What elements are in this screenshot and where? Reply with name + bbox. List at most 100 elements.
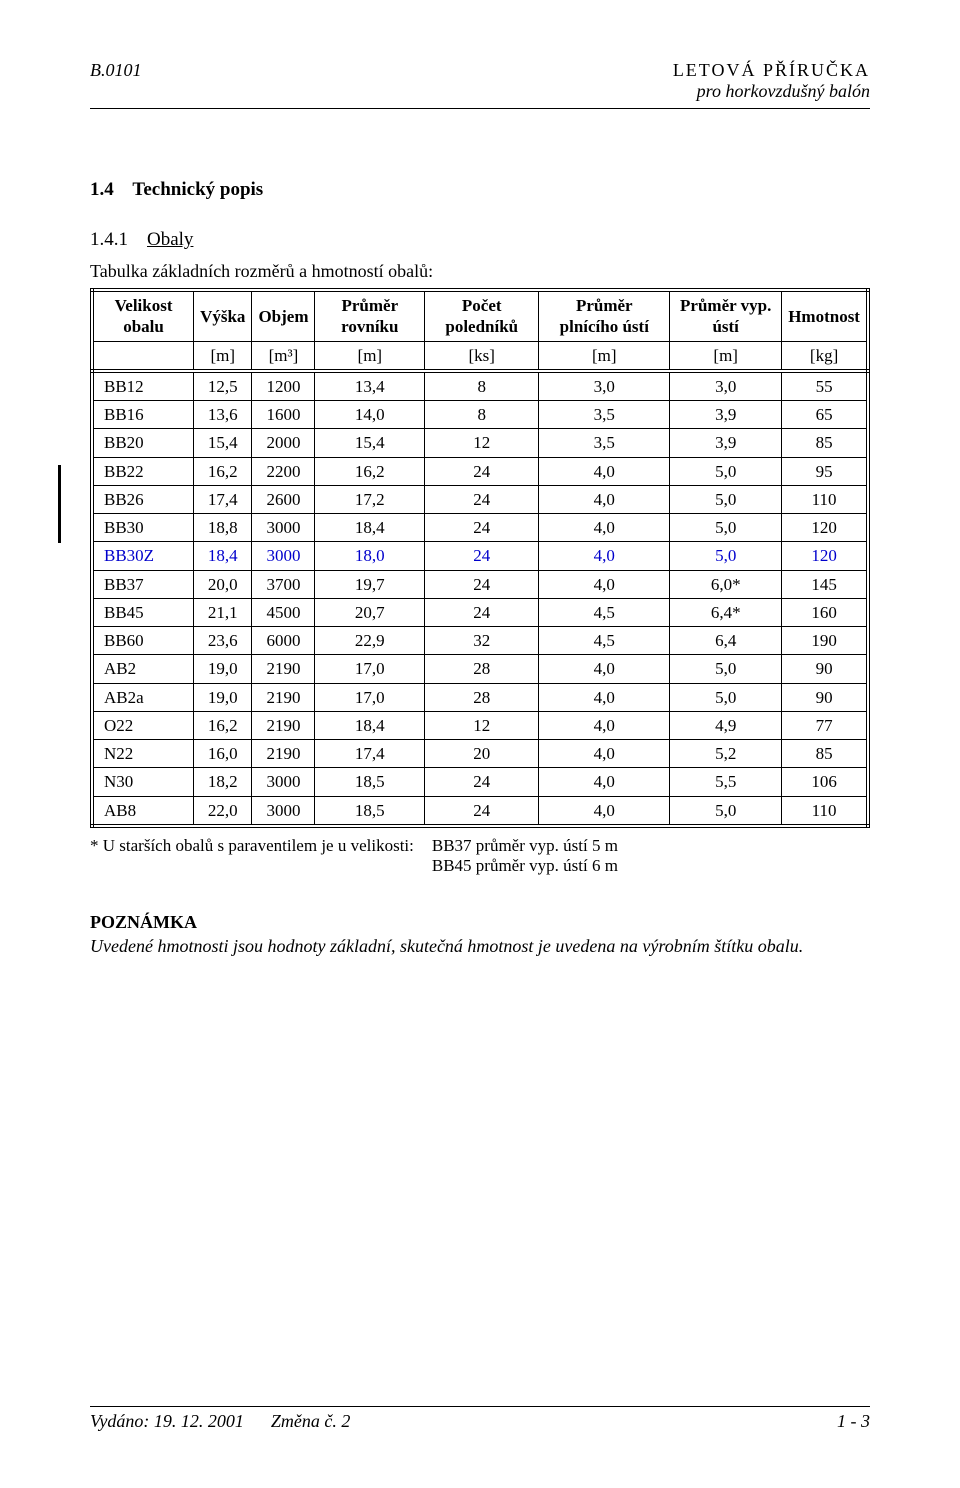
- table-cell: 8: [425, 401, 539, 429]
- footer-issued: Vydáno: 19. 12. 2001: [90, 1411, 244, 1431]
- table-cell: 19,0: [194, 683, 252, 711]
- table-cell: 5,0: [670, 457, 782, 485]
- table-cell: 4,0: [539, 655, 670, 683]
- table-cell: 5,5: [670, 768, 782, 796]
- table-cell: 20: [425, 740, 539, 768]
- table-cell: 17,0: [315, 683, 425, 711]
- table-cell: 1200: [252, 371, 315, 401]
- table-footnote: * U starších obalů s paraventilem je u v…: [90, 836, 870, 876]
- column-header: Výška: [194, 290, 252, 341]
- table-cell-model: O22: [92, 711, 194, 739]
- footnote-lead: * U starších obalů s paraventilem je u v…: [90, 836, 414, 876]
- table-cell: 1600: [252, 401, 315, 429]
- table-row: BB2617,4260017,2244,05,0110: [92, 485, 868, 513]
- table-cell: 190: [782, 627, 868, 655]
- table-cell: 18,2: [194, 768, 252, 796]
- table-cell: 12: [425, 429, 539, 457]
- table-cell: 17,2: [315, 485, 425, 513]
- section-title-text: Technický popis: [132, 179, 263, 200]
- column-header: Průměr vyp. ústí: [670, 290, 782, 341]
- table-cell: 20,0: [194, 570, 252, 598]
- footer-page-number: 1 - 3: [837, 1411, 870, 1432]
- table-row: BB2015,4200015,4123,53,985: [92, 429, 868, 457]
- table-cell: 15,4: [315, 429, 425, 457]
- table-cell: 12: [425, 711, 539, 739]
- table-row: BB30Z18,4300018,0244,05,0120: [92, 542, 868, 570]
- table-cell: 16,2: [315, 457, 425, 485]
- table-cell: 4,0: [539, 457, 670, 485]
- table-cell: 32: [425, 627, 539, 655]
- table-cell-model: BB45: [92, 598, 194, 626]
- table-cell: 95: [782, 457, 868, 485]
- table-cell: 20,7: [315, 598, 425, 626]
- table-cell-model: BB60: [92, 627, 194, 655]
- table-cell: 3,0: [539, 371, 670, 401]
- table-row: AB219,0219017,0284,05,090: [92, 655, 868, 683]
- table-cell: 6,4*: [670, 598, 782, 626]
- table-row: N3018,2300018,5244,05,5106: [92, 768, 868, 796]
- document-page: B.0101 LETOVÁ PŘÍRUČKA pro horkovzdušný …: [0, 0, 960, 1488]
- table-cell: 24: [425, 768, 539, 796]
- table-cell: 120: [782, 542, 868, 570]
- table-cell-model: BB26: [92, 485, 194, 513]
- footnote-line-a: BB37 průměr vyp. ústí 5 m: [432, 836, 618, 856]
- table-row: O2216,2219018,4124,04,977: [92, 711, 868, 739]
- table-cell: 3000: [252, 514, 315, 542]
- table-cell: 18,4: [194, 542, 252, 570]
- column-unit: [m]: [315, 341, 425, 371]
- table-cell: 17,4: [194, 485, 252, 513]
- table-row: BB2216,2220016,2244,05,095: [92, 457, 868, 485]
- table-cell: 3,0: [670, 371, 782, 401]
- footnote-line-b: BB45 průměr vyp. ústí 6 m: [432, 856, 618, 876]
- table-cell: 24: [425, 457, 539, 485]
- table-cell: 4,5: [539, 627, 670, 655]
- table-row: BB4521,1450020,7244,56,4*160: [92, 598, 868, 626]
- table-cell: 77: [782, 711, 868, 739]
- table-cell: 19,0: [194, 655, 252, 683]
- column-unit: [kg]: [782, 341, 868, 371]
- table-cell: 24: [425, 514, 539, 542]
- column-unit: [m]: [670, 341, 782, 371]
- table-row: AB2a19,0219017,0284,05,090: [92, 683, 868, 711]
- table-row: BB1613,6160014,083,53,965: [92, 401, 868, 429]
- table-row: BB1212,5120013,483,03,055: [92, 371, 868, 401]
- table-cell: 5,0: [670, 796, 782, 826]
- table-cell: 13,6: [194, 401, 252, 429]
- table-cell: 22,9: [315, 627, 425, 655]
- table-cell: 4,0: [539, 485, 670, 513]
- table-cell: 110: [782, 485, 868, 513]
- table-cell: 18,8: [194, 514, 252, 542]
- column-header: Průměr plnícího ústí: [539, 290, 670, 341]
- table-row: BB3720,0370019,7244,06,0*145: [92, 570, 868, 598]
- table-cell: 3000: [252, 796, 315, 826]
- table-cell: 2190: [252, 655, 315, 683]
- column-header: Počet poledníků: [425, 290, 539, 341]
- table-cell: 2200: [252, 457, 315, 485]
- table-cell: 13,4: [315, 371, 425, 401]
- table-cell: 2600: [252, 485, 315, 513]
- table-cell: 24: [425, 542, 539, 570]
- column-unit: [m]: [194, 341, 252, 371]
- table-cell: 4,0: [539, 542, 670, 570]
- table-cell: 24: [425, 570, 539, 598]
- table-cell: 17,4: [315, 740, 425, 768]
- table-cell: 22,0: [194, 796, 252, 826]
- table-cell: 23,6: [194, 627, 252, 655]
- subsection-number: 1.4.1: [90, 229, 128, 250]
- table-cell-model: AB8: [92, 796, 194, 826]
- table-caption: Tabulka základních rozměrů a hmotností o…: [90, 261, 870, 282]
- table-row: BB6023,6600022,9324,56,4190: [92, 627, 868, 655]
- table-cell: 3,9: [670, 401, 782, 429]
- table-cell-model: BB37: [92, 570, 194, 598]
- table-cell: 3700: [252, 570, 315, 598]
- table-cell: 3,9: [670, 429, 782, 457]
- table-cell: 6000: [252, 627, 315, 655]
- header-title-block: LETOVÁ PŘÍRUČKA pro horkovzdušný balón: [673, 60, 870, 102]
- table-cell: 4,0: [539, 740, 670, 768]
- table-cell-model: AB2a: [92, 683, 194, 711]
- column-unit: [ks]: [425, 341, 539, 371]
- table-cell: 18,4: [315, 711, 425, 739]
- table-cell: 5,0: [670, 485, 782, 513]
- table-cell: 3,5: [539, 401, 670, 429]
- table-cell: 17,0: [315, 655, 425, 683]
